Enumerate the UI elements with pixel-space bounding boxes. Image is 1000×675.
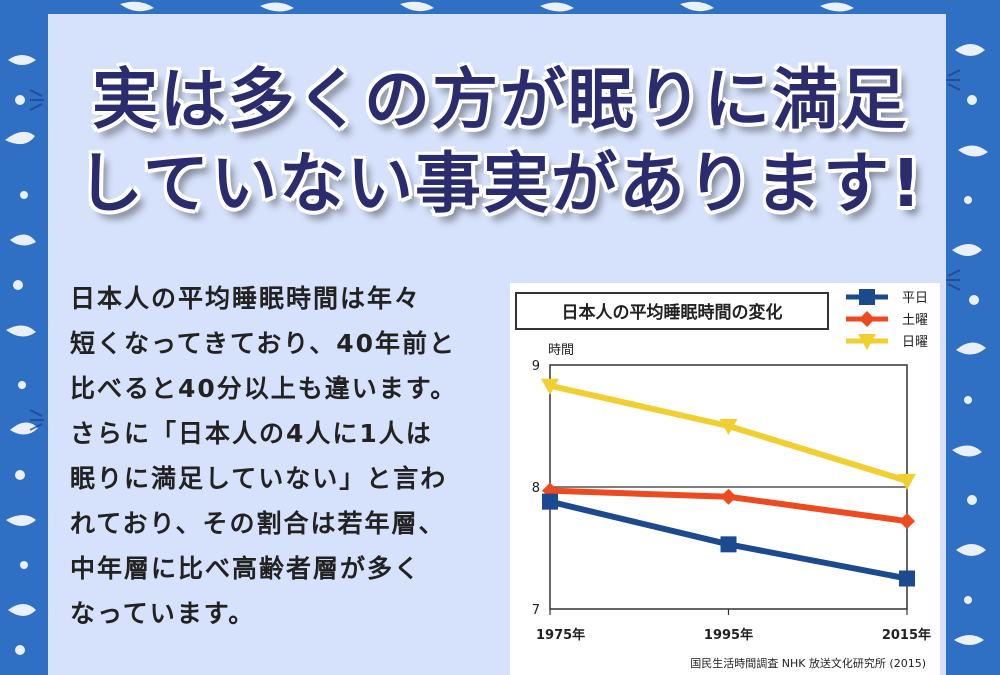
legend-label: 土曜 — [902, 313, 928, 328]
series-square — [542, 493, 915, 587]
y-tick-label: 8 — [532, 481, 540, 496]
square-marker — [899, 570, 915, 587]
legend-label: 平日 — [902, 291, 928, 306]
series-triangle-down — [541, 378, 916, 490]
chart-title: 日本人の平均睡眠時間の変化 — [562, 302, 783, 323]
x-tick-label: 2015年 — [882, 627, 931, 643]
diamond-marker — [859, 311, 875, 327]
headline: 実は多くの方が眠りに満足 していない事実があります! — [0, 58, 1000, 226]
x-tick-label: 1975年 — [536, 627, 585, 643]
diamond-marker — [899, 513, 915, 530]
body-line: さらに「日本人の4人に1人は — [70, 419, 433, 448]
chart-series — [541, 378, 916, 587]
headline-line-1: 実は多くの方が眠りに満足 — [92, 61, 908, 138]
y-tick-label: 9 — [532, 359, 540, 374]
triangle-marker — [541, 378, 559, 395]
body-paragraph: 日本人の平均睡眠時間は年々 短くなってきており、40年前と 比べると40分以上も… — [70, 276, 510, 636]
y-tick-label: 7 — [532, 603, 540, 618]
square-marker — [720, 536, 737, 553]
series-diamond — [542, 482, 915, 530]
body-line: 短くなってきており、40年前と — [70, 329, 457, 358]
headline-line-2: していない事実があります! — [76, 145, 924, 222]
body-line: 眠りに満足していない」と言わ — [70, 464, 448, 493]
legend-label: 日曜 — [902, 335, 928, 350]
sleep-time-chart: 日本人の平均睡眠時間の変化 時間 平日土曜日曜 7 8 9 1975年 1995年 201… — [510, 283, 940, 675]
chart-title-box — [515, 292, 829, 330]
square-marker — [542, 493, 558, 510]
triangle-marker — [898, 473, 916, 490]
y-axis-label: 時間 — [548, 343, 574, 358]
body-line: なっています。 — [70, 599, 256, 628]
body-line: 日本人の平均睡眠時間は年々 — [70, 284, 422, 313]
square-marker — [859, 289, 875, 305]
triangle-marker — [858, 334, 876, 350]
triangle-marker — [719, 419, 738, 435]
diamond-marker — [720, 488, 737, 505]
x-tick-label: 1995年 — [704, 627, 753, 643]
body-line: 比べると40分以上も違います。 — [70, 374, 458, 403]
body-line: れており、その割合は若年層、 — [70, 509, 446, 538]
chart-source: 国民生活時間調査 NHK 放送文化研究所 (2015) — [690, 656, 926, 670]
body-line: 中年層に比べ高齢者層が多く — [70, 554, 422, 583]
